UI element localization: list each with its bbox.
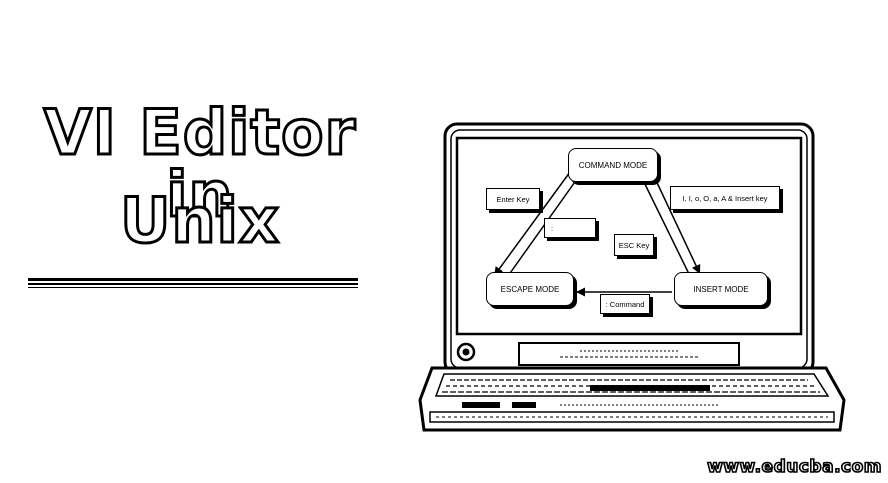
title-line-2: Unix <box>119 184 281 257</box>
colon-label: : <box>544 218 596 238</box>
escape-mode-box: ESCAPE MODE <box>486 272 574 306</box>
watermark: www.educba.com <box>706 456 882 478</box>
command-label: : Command <box>600 294 650 314</box>
esc-key-label: ESC Key <box>614 234 654 256</box>
command-mode-box: COMMAND MODE <box>568 148 658 182</box>
title-line-1: VI Editor in <box>42 96 357 231</box>
title-underline <box>28 287 358 288</box>
insert-keys-label: I, I, o, O, a, A & Insert key <box>670 186 780 210</box>
title-underline <box>28 283 358 285</box>
title-underline <box>28 278 358 281</box>
enter-key-label: Enter Key <box>486 188 540 210</box>
insert-mode-box: INSERT MODE <box>674 272 768 306</box>
